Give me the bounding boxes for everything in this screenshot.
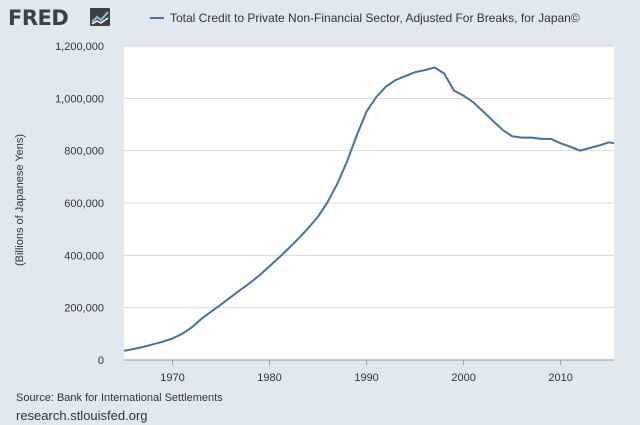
y-tick-label: 800,000 (64, 146, 104, 158)
legend-label: Total Credit to Private Non-Financial Se… (170, 11, 580, 25)
x-tick-label: 1990 (354, 372, 378, 384)
x-tick-label: 2010 (548, 372, 572, 384)
x-tick-label: 1970 (160, 372, 184, 384)
y-tick-label: 200,000 (64, 303, 104, 315)
x-tick-label: 1980 (257, 372, 281, 384)
y-tick-label: 400,000 (64, 250, 104, 262)
legend-swatch (150, 17, 164, 19)
y-tick-label: 600,000 (64, 198, 104, 210)
y-tick-label: 1,200,000 (55, 41, 104, 53)
y-tick-label: 0 (98, 355, 104, 367)
chart-legend: Total Credit to Private Non-Financial Se… (150, 11, 580, 25)
x-tick-label: 2000 (451, 372, 475, 384)
series-line (123, 66, 615, 352)
source-url-link[interactable]: research.stlouisfed.org (16, 408, 148, 423)
fred-chart-icon (90, 8, 110, 26)
y-tick-label: 1,000,000 (55, 93, 104, 105)
fred-logo[interactable]: FRED (8, 6, 69, 30)
source-text: Source: Bank for International Settlemen… (16, 392, 223, 404)
